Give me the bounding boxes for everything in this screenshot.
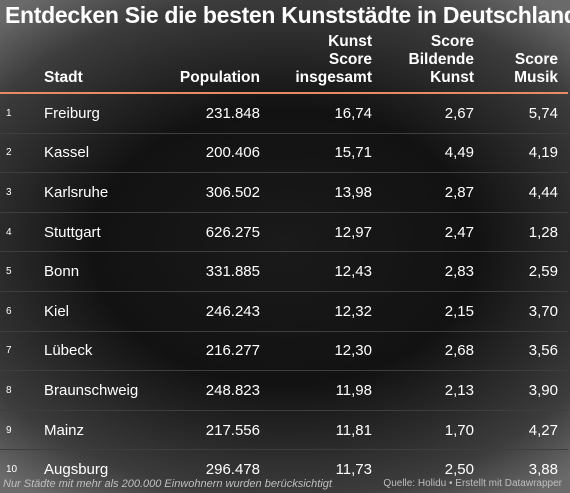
cell-score-musik: 3,90: [484, 370, 568, 411]
cell-population: 626.275: [170, 212, 270, 253]
cell-population: 306.502: [170, 172, 270, 213]
cell-stadt: Bonn: [44, 251, 170, 292]
header-kunst-score: Kunst Score insgesamt: [270, 28, 382, 94]
cell-score-bildende-kunst: 2,68: [382, 331, 484, 372]
cell-kunst-score: 11,81: [270, 410, 382, 451]
cell-score-musik: 4,19: [484, 133, 568, 174]
table-row: 2 Kassel 200.406 15,71 4,49 4,19: [0, 133, 568, 174]
cell-population: 248.823: [170, 370, 270, 411]
table-row: 7 Lübeck 216.277 12,30 2,68 3,56: [0, 331, 568, 372]
table-row: 5 Bonn 331.885 12,43 2,83 2,59: [0, 251, 568, 292]
header-rank: [0, 28, 44, 94]
cell-rank: 9: [0, 410, 44, 451]
cell-kunst-score: 16,74: [270, 93, 382, 134]
cell-score-musik: 4,44: [484, 172, 568, 213]
footer: Nur Städte mit mehr als 200.000 Einwohne…: [0, 477, 568, 491]
cell-stadt: Braunschweig: [44, 370, 170, 411]
header-score-musik: Score Musik: [484, 28, 568, 94]
header-stadt: Stadt: [44, 28, 170, 94]
cell-kunst-score: 12,97: [270, 212, 382, 253]
cell-rank: 7: [0, 331, 44, 372]
cell-kunst-score: 13,98: [270, 172, 382, 213]
header-population: Population: [170, 28, 270, 94]
cell-stadt: Freiburg: [44, 93, 170, 134]
table-row: 1 Freiburg 231.848 16,74 2,67 5,74: [0, 93, 568, 134]
cell-score-musik: 3,70: [484, 291, 568, 332]
cell-score-musik: 1,28: [484, 212, 568, 253]
cell-score-bildende-kunst: 2,13: [382, 370, 484, 411]
footer-source: Quelle: Holidu • Erstellt mit Datawrappe…: [383, 478, 562, 489]
cell-stadt: Mainz: [44, 410, 170, 451]
cell-kunst-score: 12,30: [270, 331, 382, 372]
cell-kunst-score: 12,32: [270, 291, 382, 332]
table-row: 6 Kiel 246.243 12,32 2,15 3,70: [0, 291, 568, 332]
cell-kunst-score: 11,98: [270, 370, 382, 411]
cell-kunst-score: 12,43: [270, 251, 382, 292]
cell-rank: 4: [0, 212, 44, 253]
chart-title: Entdecken Sie die besten Kunststädte in …: [5, 2, 570, 28]
table-row: 3 Karlsruhe 306.502 13,98 2,87 4,44: [0, 172, 568, 213]
cell-population: 216.277: [170, 331, 270, 372]
cell-score-bildende-kunst: 2,15: [382, 291, 484, 332]
table-row: 9 Mainz 217.556 11,81 1,70 4,27: [0, 410, 568, 451]
cell-stadt: Kassel: [44, 133, 170, 174]
cell-population: 231.848: [170, 93, 270, 134]
cell-score-bildende-kunst: 2,83: [382, 251, 484, 292]
cell-stadt: Stuttgart: [44, 212, 170, 253]
header-row: Stadt Population Kunst Score insgesamt Sco…: [0, 28, 568, 94]
cell-population: 331.885: [170, 251, 270, 292]
cell-score-bildende-kunst: 2,50: [444, 461, 474, 479]
table-row: 8 Braunschweig 248.823 11,98 2,13 3,90: [0, 370, 568, 411]
table-row: 10 Augsburg 296.478 11,73 2,50 3,88: [0, 450, 568, 489]
cell-stadt: Karlsruhe: [44, 172, 170, 213]
cell-population: 217.556: [170, 410, 270, 451]
cell-rank: 2: [0, 133, 44, 174]
cell-rank: 5: [0, 251, 44, 292]
cell-population: 200.406: [170, 133, 270, 174]
cell-score-musik: 2,59: [484, 251, 568, 292]
cell-score-bildende-kunst: 2,47: [382, 212, 484, 253]
data-table: Stadt Population Kunst Score insgesamt Sco…: [0, 28, 568, 489]
cell-stadt: Augsburg: [44, 461, 109, 479]
cell-kunst-score: 11,73: [335, 461, 372, 479]
cell-score-musik: 4,27: [484, 410, 568, 451]
cell-population: 246.243: [170, 291, 270, 332]
cell-score-bildende-kunst: 2,67: [382, 93, 484, 134]
cell-score-bildende-kunst: 2,87: [382, 172, 484, 213]
cell-score-musik: 3,88: [528, 461, 558, 479]
table-body: 1 Freiburg 231.848 16,74 2,67 5,74 2 Kassel 200.…: [0, 93, 568, 489]
cell-score-bildende-kunst: 4,49: [382, 133, 484, 174]
table-row: 4 Stuttgart 626.275 12,97 2,47 1,28: [0, 212, 568, 253]
cell-score-bildende-kunst: 1,70: [382, 410, 484, 451]
cell-stadt: Kiel: [44, 291, 170, 332]
cell-population: 296.478: [205, 461, 260, 479]
footer-note: Nur Städte mit mehr als 200.000 Einwohne…: [3, 478, 332, 490]
cell-stadt: Lübeck: [44, 331, 170, 372]
cell-rank: 3: [0, 172, 44, 213]
cell-score-musik: 3,56: [484, 331, 568, 372]
cell-kunst-score: 15,71: [270, 133, 382, 174]
cell-rank: 1: [0, 93, 44, 134]
cell-rank: 6: [0, 291, 44, 332]
cell-score-musik: 5,74: [484, 93, 568, 134]
cell-rank: 10: [6, 464, 18, 476]
header-score-bildende-kunst: Score Bildende Kunst: [382, 28, 484, 94]
cell-rank: 8: [0, 370, 44, 411]
